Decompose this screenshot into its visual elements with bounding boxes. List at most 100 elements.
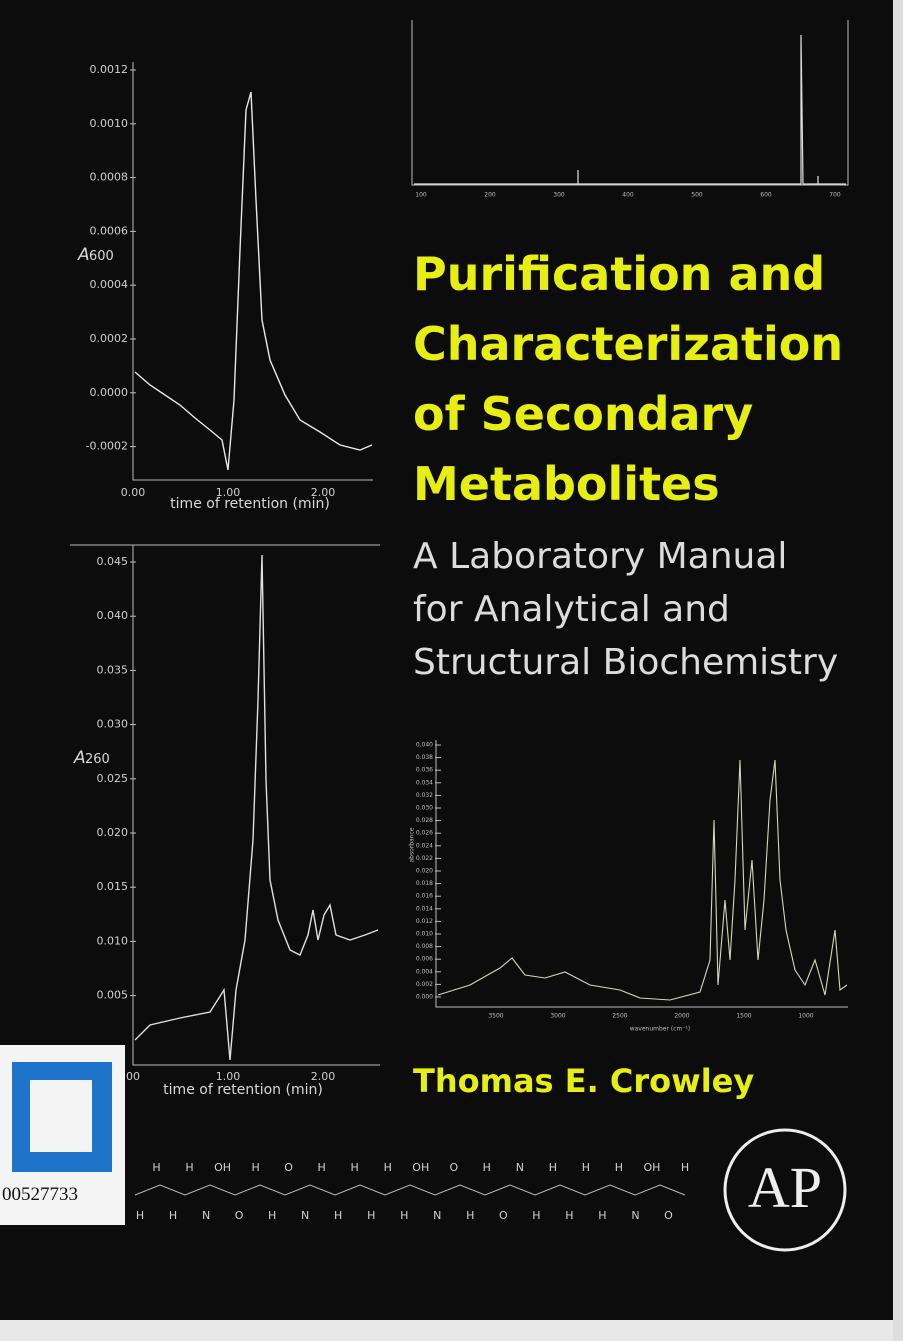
atom-label: H bbox=[367, 1209, 375, 1222]
y-tick-label: 0.018 bbox=[416, 880, 433, 887]
x-tick-label: 3000 bbox=[550, 1013, 565, 1020]
y-tick-label: 0.012 bbox=[416, 918, 433, 925]
atom-label: OH bbox=[644, 1161, 661, 1174]
y-axis-symbol: A bbox=[77, 245, 90, 265]
y-tick-label: 0.028 bbox=[416, 817, 433, 824]
publisher-logo: AP bbox=[723, 1128, 847, 1252]
atom-label: H bbox=[582, 1161, 590, 1174]
y-tick-label: 0.0004 bbox=[90, 278, 129, 291]
trace bbox=[134, 91, 373, 471]
trace bbox=[437, 759, 848, 1001]
x-tick-label: 200 bbox=[484, 192, 496, 199]
x-tick-label: 1000 bbox=[798, 1013, 813, 1020]
title-line: Metabolites bbox=[413, 457, 720, 511]
y-tick-label: 0.0006 bbox=[90, 224, 129, 237]
y-tick-label: 0.036 bbox=[416, 767, 433, 774]
y-tick-label: 0.032 bbox=[416, 792, 433, 799]
atom-label: H bbox=[351, 1161, 359, 1174]
atom-label: O bbox=[499, 1209, 508, 1222]
subtitle-line: Structural Biochemistry bbox=[413, 642, 838, 683]
x-tick-label: 1.00 bbox=[216, 486, 241, 499]
x-tick-label: 2.00 bbox=[311, 486, 336, 499]
axis bbox=[411, 20, 849, 186]
atom-label: H bbox=[466, 1209, 474, 1222]
y-tick-label: 0.020 bbox=[416, 868, 433, 875]
x-tick-label: 700 bbox=[829, 192, 841, 199]
atom-label: H bbox=[483, 1161, 491, 1174]
atom-label: H bbox=[334, 1209, 342, 1222]
y-tick-label: -0.0002 bbox=[86, 440, 128, 453]
plot-4: 0.040 0.038 0.036 0.034 0.032 0.030 0.028 0.026… bbox=[409, 740, 848, 1033]
title-line: of Secondary bbox=[413, 387, 753, 441]
title: Purification and Characterization of Secon… bbox=[413, 247, 843, 511]
atom-label: H bbox=[169, 1209, 177, 1222]
atom-label: O bbox=[284, 1161, 293, 1174]
y-tick-label: 0.045 bbox=[97, 555, 129, 568]
y-tick-label: 0.010 bbox=[416, 931, 433, 938]
atom-label: OH bbox=[412, 1161, 429, 1174]
atom-label: N bbox=[301, 1209, 309, 1222]
y-tick-label: 0.035 bbox=[97, 663, 129, 676]
y-tick-label: 0.030 bbox=[97, 718, 129, 731]
atom-label: H bbox=[136, 1209, 144, 1222]
y-axis-subscript: 600 bbox=[89, 249, 114, 264]
y-tick-label: 0.0002 bbox=[90, 332, 129, 345]
y-tick-label: 0.0000 bbox=[90, 386, 129, 399]
atom-label: O bbox=[235, 1209, 244, 1222]
x-axis-label: wavenumber (cm⁻¹) bbox=[630, 1026, 691, 1033]
y-tick-label: 0.030 bbox=[416, 805, 433, 812]
atom-label: H bbox=[615, 1161, 623, 1174]
atom-label: H bbox=[549, 1161, 557, 1174]
y-tick-label: 0.016 bbox=[416, 893, 433, 900]
axis bbox=[132, 62, 373, 481]
x-tick-label: 00 bbox=[126, 1070, 140, 1083]
atom-label: O bbox=[449, 1161, 458, 1174]
subtitle-line: for Analytical and bbox=[413, 589, 730, 630]
x-tick-label: 600 bbox=[760, 192, 772, 199]
logo-text: AP bbox=[748, 1155, 822, 1220]
title-line: Characterization bbox=[413, 317, 843, 371]
bond bbox=[134, 1184, 686, 1196]
y-tick-label: 0.024 bbox=[416, 842, 433, 849]
y-tick-label: 0.008 bbox=[416, 943, 433, 950]
y-tick-label: 0.034 bbox=[416, 779, 433, 786]
atom-label: H bbox=[318, 1161, 326, 1174]
atom-label: N bbox=[516, 1161, 524, 1174]
atom-label: N bbox=[202, 1209, 210, 1222]
logo-ring bbox=[723, 1128, 847, 1252]
y-tick-label: 0.006 bbox=[416, 956, 433, 963]
atom-label: H bbox=[565, 1209, 573, 1222]
atom-label: OH bbox=[214, 1161, 231, 1174]
x-tick-label: 2500 bbox=[612, 1013, 627, 1020]
y-tick-label: 0.040 bbox=[416, 742, 433, 749]
atom-label: N bbox=[631, 1209, 639, 1222]
y-axis-label: absorbance bbox=[409, 827, 416, 862]
x-tick-label: 1500 bbox=[736, 1013, 751, 1020]
axis bbox=[435, 740, 848, 1008]
atom-label: H bbox=[532, 1209, 540, 1222]
page-edge bbox=[893, 0, 903, 1341]
x-tick-label: 300 bbox=[553, 192, 565, 199]
atom-label: H bbox=[400, 1209, 408, 1222]
y-tick-label: 0.025 bbox=[97, 772, 129, 785]
subtitle-line: A Laboratory Manual bbox=[413, 536, 787, 577]
plot-2: 100 200 300 400 500 600 700 bbox=[411, 20, 849, 199]
y-tick-label: 0.010 bbox=[97, 934, 129, 947]
plot-1: 0.0012 0.0010 0.0008 0.0006 0.0004 0.0002 0.00… bbox=[77, 62, 373, 512]
y-tick-label: 0.015 bbox=[97, 880, 129, 893]
atom-label: O bbox=[664, 1209, 673, 1222]
y-tick-label: 0.002 bbox=[416, 981, 433, 988]
x-tick-label: 100 bbox=[415, 192, 427, 199]
atom-label: H bbox=[268, 1209, 276, 1222]
y-axis-subscript: 260 bbox=[85, 752, 110, 767]
x-tick-label: 3500 bbox=[488, 1013, 503, 1020]
x-axis-label: time of retention (min) bbox=[163, 1082, 323, 1098]
y-tick-label: 0.005 bbox=[97, 989, 129, 1002]
y-tick-label: 0.022 bbox=[416, 855, 433, 862]
author: Thomas E. Crowley bbox=[413, 1062, 754, 1100]
atom-label: H bbox=[681, 1161, 689, 1174]
title-line: Purification and bbox=[413, 247, 825, 301]
